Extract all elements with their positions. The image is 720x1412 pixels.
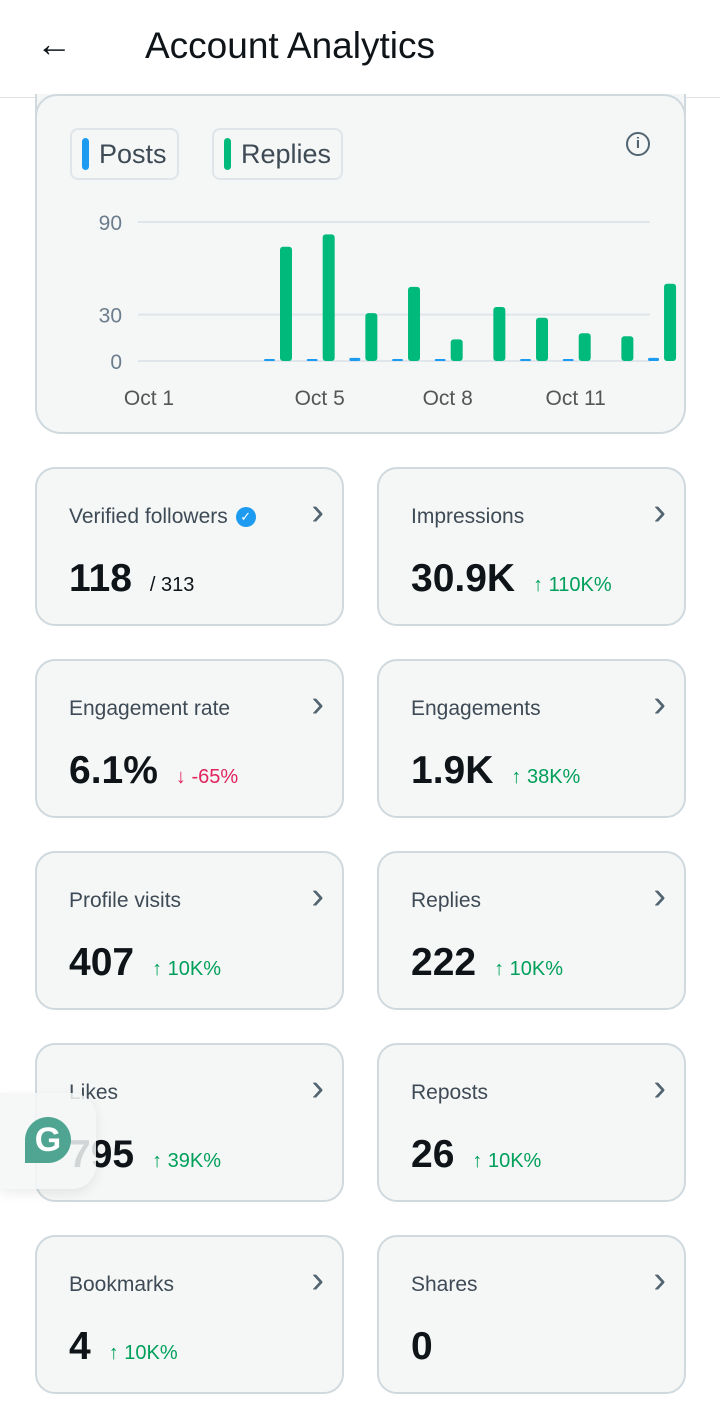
bar-posts[interactable] [648, 357, 660, 361]
x-tick-label: Oct 11 [546, 387, 606, 410]
metric-card-engagement-rate[interactable]: Engagement rate › 6.1% ↓ -65% [35, 659, 344, 818]
bar-posts[interactable] [306, 359, 318, 361]
metric-value: 118/ 313 [69, 557, 194, 607]
bar-replies[interactable] [578, 333, 591, 361]
x-tick-label: Oct 8 [423, 387, 473, 410]
legend-posts[interactable]: Posts [70, 128, 179, 180]
metric-total: / 313 [149, 574, 195, 596]
metric-label: Engagements [411, 697, 541, 720]
bar-replies[interactable] [621, 336, 634, 361]
verified-badge-icon: ✓ [235, 507, 256, 528]
bar-chart: 0 30 90 Oct 1 Oct 5 Oct 8 Oct 11 [99, 212, 677, 410]
y-tick-label: 0 [110, 351, 122, 374]
metric-card-verified-followers[interactable]: Verified followers ✓ › 118/ 313 [35, 467, 344, 626]
metric-label: Reposts [411, 1081, 489, 1104]
chevron-right-icon: › [653, 1067, 666, 1109]
metric-card-replies[interactable]: Replies › 222 ↑ 10K% [377, 851, 686, 1010]
metric-label: Engagement rate [69, 697, 231, 720]
metric-label: Verified followers ✓ [69, 505, 256, 529]
chevron-right-icon: › [311, 1067, 324, 1109]
x-tick-label: Oct 1 [124, 387, 174, 410]
chevron-right-icon: › [311, 491, 324, 533]
metric-change: ↑ 10K% [472, 1150, 542, 1172]
bar-replies[interactable] [408, 286, 421, 361]
metric-value: 222 ↑ 10K% [411, 941, 563, 991]
bar-replies[interactable] [536, 317, 549, 361]
metric-label: Impressions [411, 505, 525, 528]
bar-replies[interactable] [493, 306, 506, 361]
chevron-right-icon: › [311, 683, 324, 725]
metric-label: Bookmarks [69, 1273, 175, 1296]
grammarly-icon: G [25, 1117, 71, 1163]
posts-swatch [82, 138, 89, 170]
metric-card-engagements[interactable]: Engagements › 1.9K ↑ 38K% [377, 659, 686, 818]
legend-replies[interactable]: Replies [212, 128, 344, 180]
metric-label: Replies [411, 889, 482, 912]
metric-card-profile-visits[interactable]: Profile visits › 407 ↑ 10K% [35, 851, 344, 1010]
metric-change: ↓ -65% [175, 766, 239, 788]
header: ← Account Analytics [0, 0, 720, 98]
metric-label: Profile visits [69, 889, 182, 912]
info-icon[interactable]: i [626, 132, 650, 156]
chevron-right-icon: › [653, 491, 666, 533]
bar-posts[interactable] [434, 359, 446, 361]
bar-replies[interactable] [664, 283, 677, 361]
replies-swatch [224, 138, 231, 170]
metric-change: ↑ 10K% [494, 958, 564, 980]
chevron-right-icon: › [653, 1259, 666, 1301]
metric-card-reposts[interactable]: Reposts › 26 ↑ 10K% [377, 1043, 686, 1202]
metric-change: ↑ 10K% [152, 958, 222, 980]
back-arrow-icon[interactable]: ← [36, 23, 72, 64]
metric-label: Shares [411, 1273, 478, 1296]
metric-change: ↑ 38K% [511, 766, 581, 788]
metric-value: 407 ↑ 10K% [69, 941, 221, 991]
y-tick-label: 90 [99, 212, 122, 235]
metric-value: 0 [411, 1325, 433, 1368]
metric-value: 6.1% ↓ -65% [69, 749, 238, 799]
metric-change: ↑ 39K% [152, 1150, 222, 1172]
x-tick-label: Oct 5 [295, 387, 345, 410]
chevron-right-icon: › [311, 1259, 324, 1301]
chevron-right-icon: › [311, 875, 324, 917]
bar-posts[interactable] [264, 359, 276, 361]
bar-posts[interactable] [562, 359, 574, 361]
bar-replies[interactable] [365, 313, 378, 361]
legend-replies-label: Replies [241, 138, 332, 169]
bar-replies[interactable] [450, 339, 463, 361]
bar-replies[interactable] [322, 234, 335, 361]
bar-posts[interactable] [392, 359, 404, 361]
metric-card-impressions[interactable]: Impressions › 30.9K ↑ 110K% [377, 467, 686, 626]
chart-card: Posts Replies i 0 30 90 Oct 1 Oct 5 Oct 8 Oct … [35, 94, 686, 434]
metric-value: 4 ↑ 10K% [69, 1325, 178, 1375]
grammarly-widget[interactable]: G [0, 1093, 96, 1189]
y-tick-label: 30 [99, 305, 122, 328]
legend-posts-label: Posts [99, 138, 167, 169]
metric-change: ↑ 10K% [108, 1342, 178, 1364]
metric-card-bookmarks[interactable]: Bookmarks › 4 ↑ 10K% [35, 1235, 344, 1394]
metric-value: 26 ↑ 10K% [411, 1133, 541, 1183]
chevron-right-icon: › [653, 683, 666, 725]
bar-replies[interactable] [280, 246, 293, 361]
metric-card-shares[interactable]: Shares › 0 [377, 1235, 686, 1394]
bar-posts[interactable] [349, 357, 361, 361]
page-title: Account Analytics [145, 25, 435, 66]
bar-posts[interactable] [520, 359, 532, 361]
chevron-right-icon: › [653, 875, 666, 917]
metric-value: 30.9K ↑ 110K% [411, 557, 612, 607]
metric-change: ↑ 110K% [533, 574, 612, 596]
metric-value: 1.9K ↑ 38K% [411, 749, 580, 799]
